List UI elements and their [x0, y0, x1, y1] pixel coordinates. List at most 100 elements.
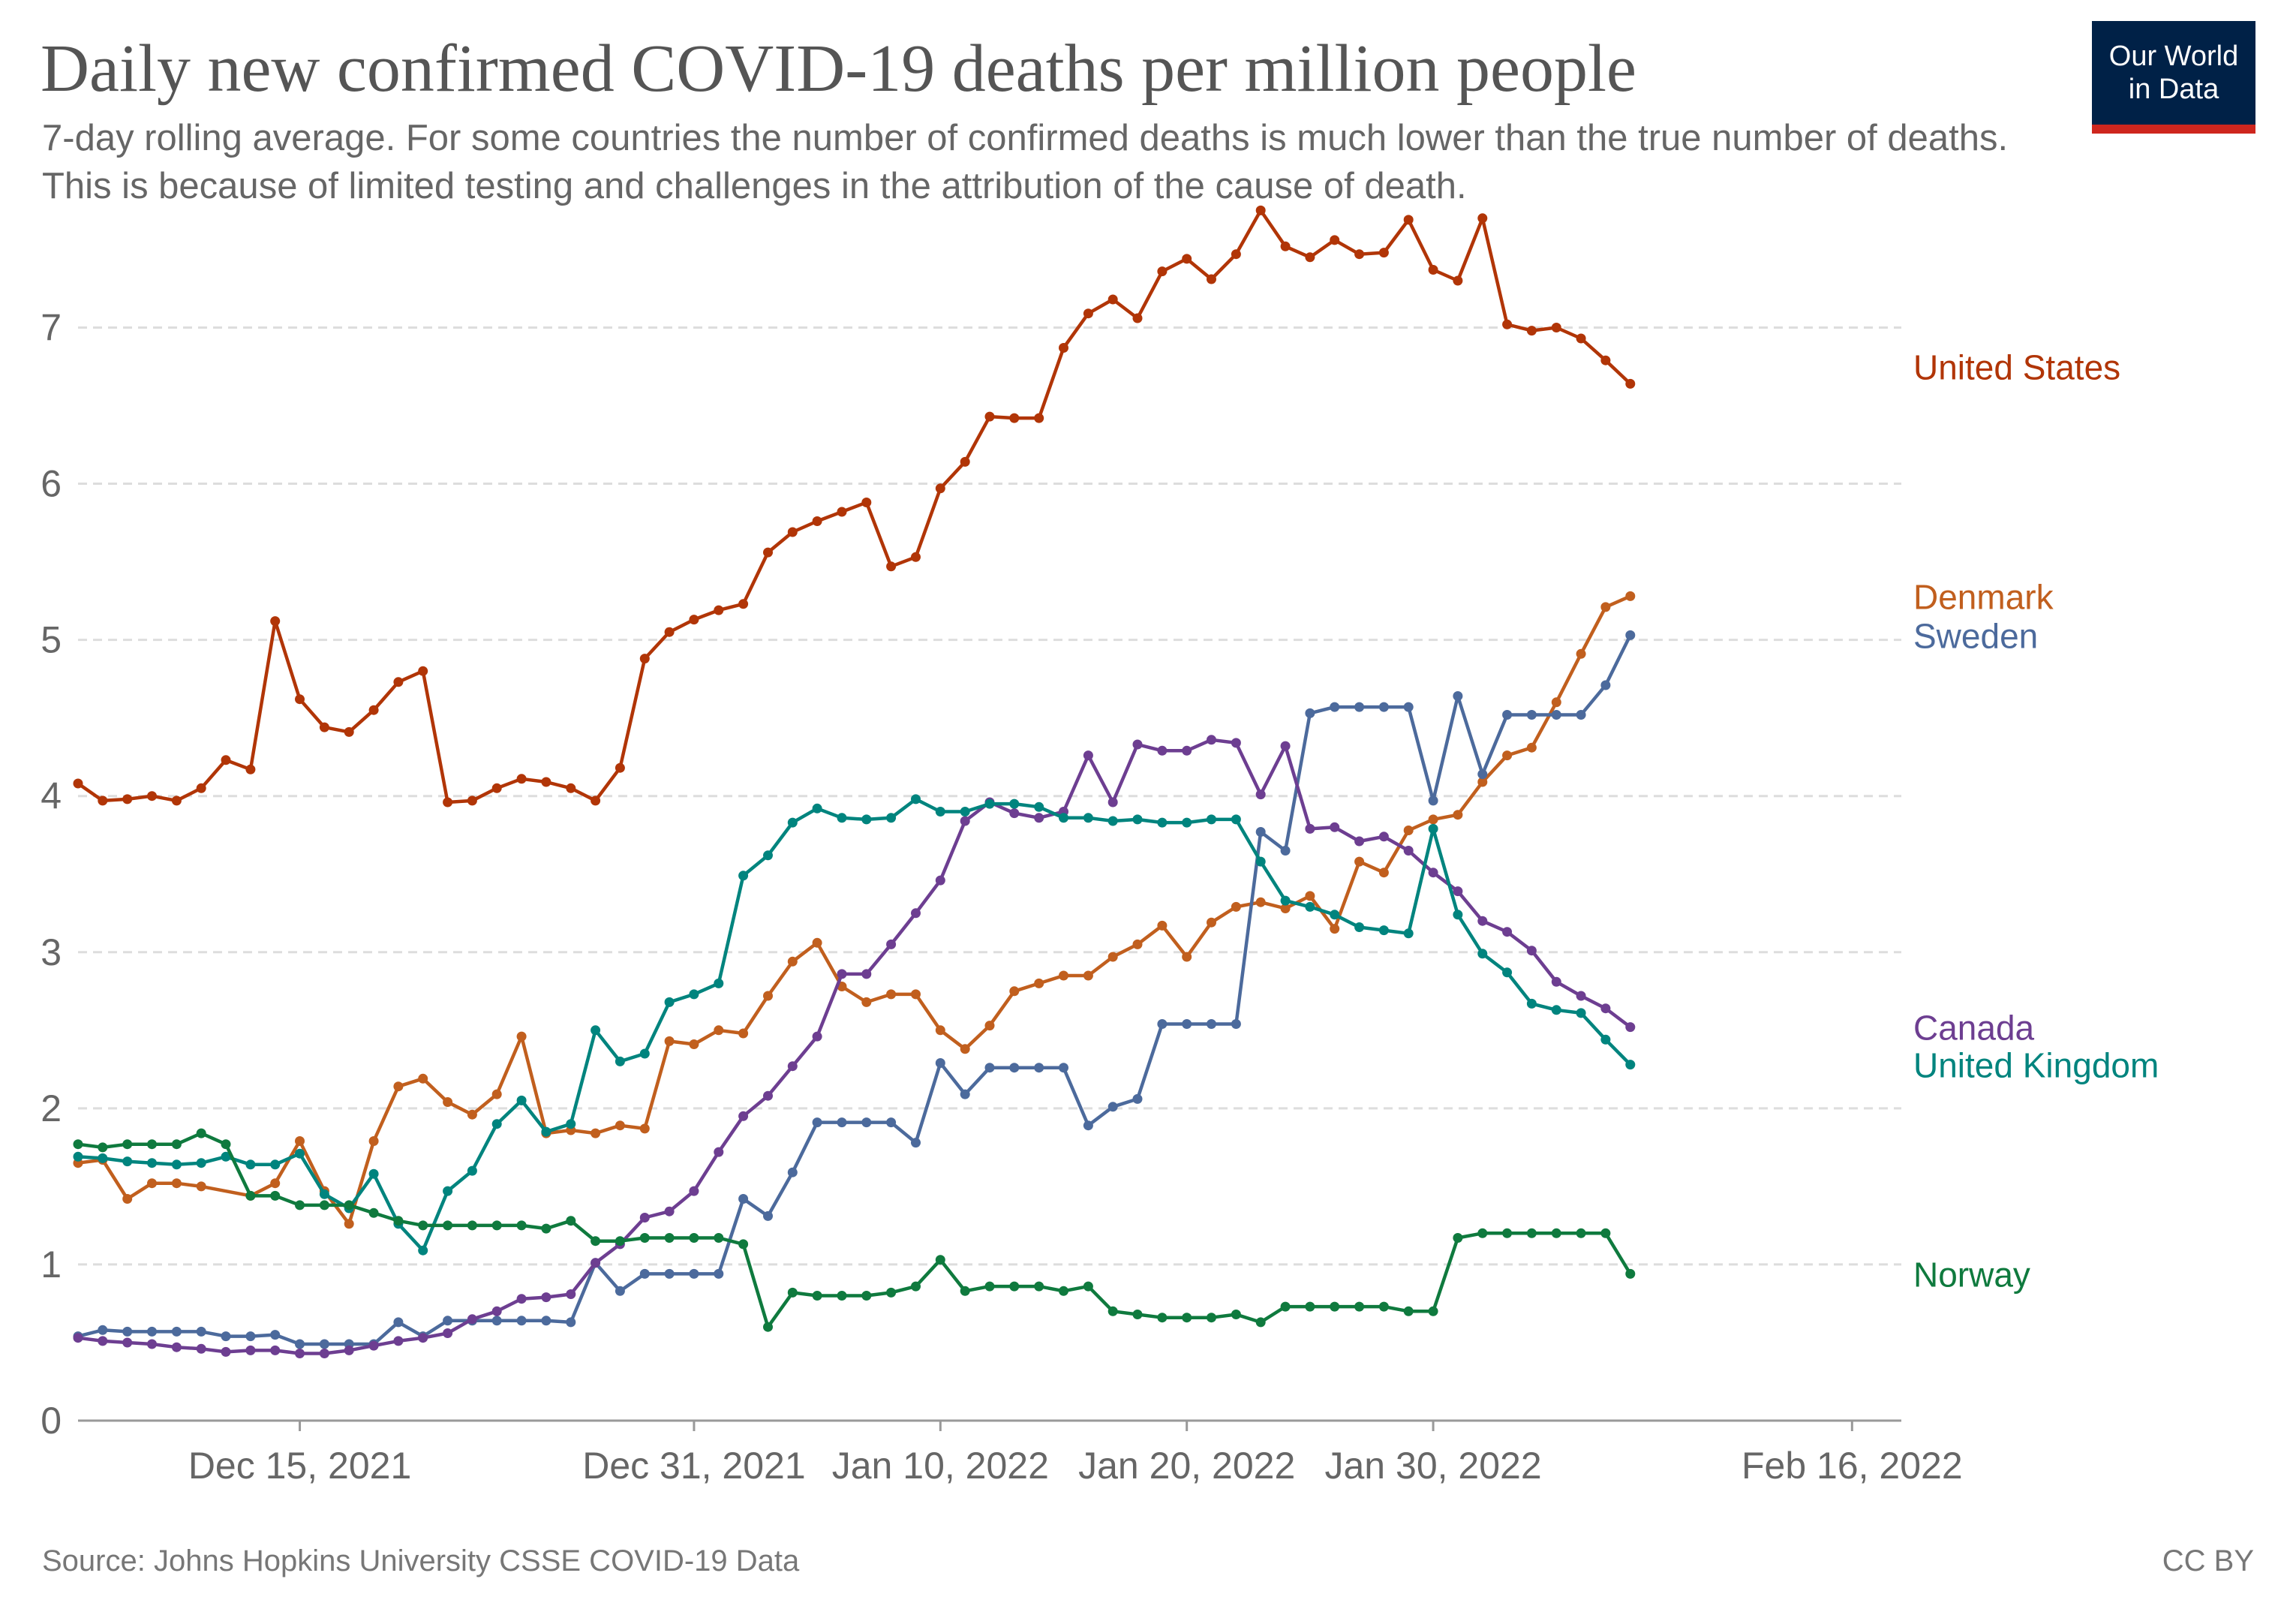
data-point	[1354, 1301, 1365, 1312]
data-point	[319, 1349, 329, 1358]
data-point	[1576, 1228, 1586, 1238]
data-point	[1305, 252, 1315, 263]
data-point	[763, 1210, 773, 1221]
data-point	[516, 1316, 527, 1326]
data-point	[1625, 591, 1636, 601]
data-point	[1280, 895, 1291, 906]
data-point	[1354, 702, 1365, 712]
data-point	[147, 1158, 157, 1168]
data-point	[886, 989, 897, 1000]
data-point	[566, 1119, 576, 1129]
data-point	[1428, 823, 1438, 834]
data-point	[566, 783, 576, 793]
data-point	[1477, 777, 1488, 787]
data-point	[861, 1291, 872, 1301]
data-point	[886, 1117, 897, 1128]
data-point	[935, 1058, 945, 1068]
data-point	[1255, 789, 1266, 800]
data-point	[837, 1291, 847, 1301]
data-point	[984, 798, 995, 809]
data-point	[1132, 739, 1143, 750]
y-tick-label: 1	[41, 1244, 62, 1286]
data-point	[516, 1031, 527, 1042]
data-point	[1132, 313, 1143, 323]
data-point	[1034, 813, 1044, 823]
data-point	[984, 411, 995, 422]
data-point	[1305, 1301, 1315, 1312]
data-point	[787, 1061, 798, 1072]
data-point	[1502, 927, 1513, 937]
source-note[interactable]: Source: Johns Hopkins University CSSE CO…	[42, 1544, 800, 1577]
data-point	[467, 1220, 477, 1231]
data-point	[738, 1111, 749, 1121]
data-point	[639, 1268, 650, 1279]
data-point	[221, 1151, 231, 1162]
data-point	[1132, 1093, 1143, 1104]
data-point	[196, 1158, 206, 1168]
data-point	[467, 1314, 477, 1325]
data-point	[1378, 702, 1389, 712]
data-point	[1083, 750, 1093, 761]
data-point	[1428, 814, 1438, 825]
data-point	[861, 498, 872, 507]
series-lines	[73, 205, 1636, 1358]
data-point	[591, 1258, 601, 1268]
data-point	[1059, 813, 1068, 823]
data-point	[763, 850, 773, 861]
data-point	[1182, 1019, 1192, 1029]
license-link[interactable]: CC BY	[2162, 1544, 2254, 1577]
data-point	[911, 908, 921, 919]
data-point	[1428, 795, 1438, 806]
data-point	[491, 783, 502, 793]
data-point	[1403, 846, 1414, 856]
data-point	[1132, 814, 1143, 825]
data-point	[418, 1073, 428, 1084]
data-point	[1330, 822, 1340, 832]
data-point	[196, 1128, 206, 1138]
data-point	[1059, 1063, 1068, 1073]
data-point	[1477, 1228, 1488, 1238]
data-point	[1009, 1063, 1020, 1073]
series-label-sweden: Sweden	[1913, 616, 2038, 655]
data-point	[1378, 925, 1389, 936]
data-point	[615, 1120, 625, 1131]
series-label-canada: Canada	[1913, 1009, 2035, 1048]
data-point	[491, 1119, 502, 1129]
data-point	[443, 1328, 453, 1338]
data-point	[245, 1159, 256, 1170]
data-point	[147, 1339, 157, 1349]
data-point	[1083, 1281, 1093, 1292]
data-point	[171, 1326, 182, 1337]
data-point	[714, 1268, 724, 1279]
data-point	[368, 705, 379, 715]
data-point	[270, 1178, 281, 1189]
data-point	[861, 969, 872, 979]
data-point	[1330, 702, 1340, 712]
data-point	[1255, 897, 1266, 907]
data-point	[1625, 630, 1636, 640]
data-point	[861, 1117, 872, 1128]
data-point	[1034, 978, 1044, 988]
data-point	[1207, 1313, 1216, 1323]
data-point	[911, 1281, 921, 1292]
data-point	[689, 615, 699, 625]
data-point	[787, 956, 798, 967]
data-point	[491, 1089, 502, 1099]
data-point	[1428, 868, 1438, 878]
data-point	[1600, 1034, 1611, 1045]
data-point	[541, 1126, 551, 1137]
data-point	[245, 1190, 256, 1201]
data-point	[1157, 745, 1168, 756]
data-point	[738, 1239, 749, 1250]
data-point	[1157, 266, 1168, 277]
data-point	[1207, 814, 1216, 825]
data-point	[368, 1136, 379, 1146]
data-point	[393, 1216, 404, 1226]
data-point	[147, 1178, 157, 1189]
logo-line-2: in Data	[2128, 74, 2219, 105]
owid-logo[interactable]: Our World in Data	[2092, 21, 2255, 134]
data-point	[1231, 901, 1241, 912]
data-point	[1625, 1060, 1636, 1070]
data-point	[935, 1025, 945, 1036]
